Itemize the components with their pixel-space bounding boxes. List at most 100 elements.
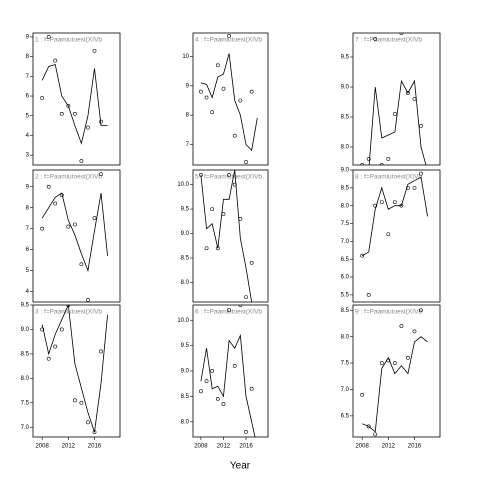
data-point [419, 124, 423, 128]
data-point [72, 222, 77, 227]
fit-line [361, 176, 428, 256]
data-point [46, 184, 51, 189]
data-point [215, 63, 220, 68]
panel: 4 : f=Paamiutoest(XIVb 7 8 9 10 [182, 32, 269, 166]
panel-frame [352, 169, 441, 303]
data-point [244, 160, 248, 164]
x-tick-label: 2008 [35, 444, 49, 450]
data-point [249, 89, 254, 94]
data-point [99, 119, 103, 124]
y-tick-label: 7 [26, 74, 30, 80]
y-tick-label: 9 [26, 35, 30, 41]
panel: 2 : f=Paamiutoest(XIVb 4 5 6 7 8 9 [26, 169, 121, 303]
data-point [379, 200, 384, 205]
data-point [79, 262, 84, 267]
plot-area [360, 308, 428, 437]
data-point [53, 201, 58, 206]
data-point [238, 305, 243, 307]
y-tick-label: 7 [26, 226, 30, 232]
x-tick-label: 2016 [239, 444, 253, 450]
data-point [215, 246, 220, 251]
x-tick-label: 2012 [62, 444, 76, 450]
data-point [366, 424, 371, 429]
y-tick-label: 7.0 [21, 425, 30, 431]
panel: 7 : f=Paamiutoest(XIVb 8.0 8.5 9.0 9.5 [341, 32, 441, 166]
panel-title: 5 : f=Paamiutoest(XIVb [195, 174, 262, 181]
y-tick-label: 6 [26, 247, 30, 253]
y-tick-label: 7.0 [341, 387, 350, 393]
data-point [59, 193, 64, 198]
data-point [92, 216, 97, 221]
data-point [53, 344, 58, 349]
y-tick-label: 9.0 [341, 168, 350, 174]
y-tick-label: 7.5 [341, 361, 350, 367]
data-point [406, 185, 410, 190]
panel-title: 2 : f=Paamiutoest(XIVb [35, 174, 102, 181]
data-point [244, 295, 248, 300]
data-point [379, 361, 384, 365]
fit-line [368, 79, 427, 165]
panel-frame [352, 32, 441, 166]
data-point [59, 327, 64, 332]
data-point [419, 308, 423, 313]
data-point [419, 171, 423, 176]
y-tick-label: 7.5 [341, 221, 350, 227]
data-point [399, 203, 404, 208]
data-point [249, 260, 254, 265]
data-point [204, 95, 209, 100]
data-point [40, 226, 45, 231]
data-point [72, 398, 77, 403]
panel: 8 : f=Paamiutoest(XIVb 5.5 6.0 6.5 7.0 7.5 8.0… [341, 168, 441, 303]
panel-title: 4 : f=Paamiutoest(XIVb [195, 37, 262, 44]
panel: 6 : f=Paamiutoest(XIVb 8.0 8.5 9.0 9.5 10.0 20… [177, 304, 269, 450]
y-tick-label: 9 [186, 83, 190, 89]
y-tick-label: 8.0 [341, 334, 350, 340]
data-point [86, 298, 90, 302]
data-point [53, 58, 58, 63]
data-point [227, 172, 231, 177]
y-tick-label: 8 [26, 205, 30, 211]
data-point [210, 369, 215, 373]
y-tick-label: 7 [186, 142, 190, 148]
y-tick-label: 9.0 [181, 231, 190, 237]
y-tick-label: 5.5 [341, 292, 350, 298]
data-point [366, 292, 371, 297]
data-point [215, 397, 220, 401]
data-point [386, 232, 391, 237]
data-point [412, 97, 417, 101]
data-point [40, 96, 45, 100]
data-point [204, 246, 209, 251]
data-point [221, 212, 226, 216]
plot-area [40, 305, 108, 435]
data-point [244, 430, 248, 434]
data-point [238, 216, 243, 221]
data-point [221, 402, 226, 406]
data-point [198, 89, 203, 94]
x-tick-label: 2016 [88, 444, 102, 450]
data-point [86, 125, 90, 130]
data-point [373, 37, 378, 41]
plot-area [198, 34, 258, 164]
y-tick-label: 6.0 [341, 275, 350, 281]
data-point [232, 182, 237, 187]
data-point [210, 207, 215, 212]
data-point [198, 172, 203, 177]
y-tick-label: 8.5 [341, 308, 350, 314]
y-tick-label: 5 [26, 268, 30, 274]
panel-frame [192, 32, 269, 166]
data-point [86, 420, 90, 425]
y-tick-label: 9.5 [341, 55, 350, 61]
panel-title: 8 : f=Paamiutoest(XIVb [355, 174, 422, 181]
panel-title: 7 : f=Paamiutoest(XIVb [355, 37, 422, 44]
y-tick-label: 8.0 [341, 145, 350, 151]
panel: 5 : f=Paamiutoest(XIVb 8.0 8.5 9.0 9.5 10.0 [177, 169, 269, 303]
data-point [204, 379, 209, 384]
data-point [373, 203, 378, 208]
fit-line [41, 64, 108, 145]
y-tick-label: 8.0 [21, 376, 30, 382]
y-tick-label: 4 [26, 289, 30, 295]
data-point [59, 111, 64, 116]
y-tick-label: 8 [186, 113, 190, 119]
data-point [399, 33, 404, 35]
